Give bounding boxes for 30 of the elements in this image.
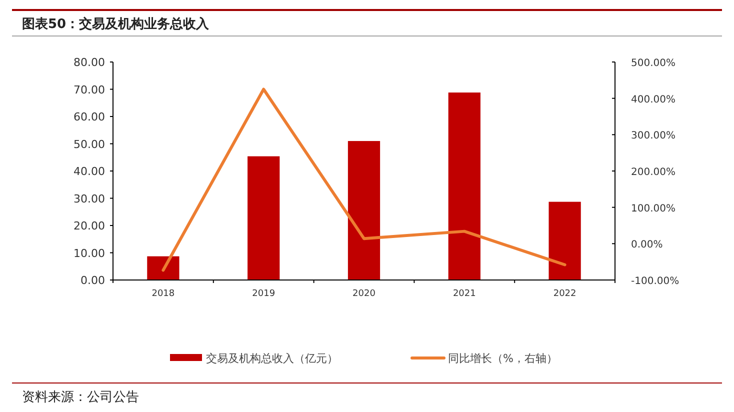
y2-tick-label: 500.00% — [631, 58, 676, 69]
y-tick-label: 80.00 — [74, 56, 105, 69]
legend-label: 同比增长（%，右轴） — [448, 352, 558, 365]
y2-tick-label: 0.00% — [631, 240, 663, 251]
x-tick-label: 2018 — [152, 289, 175, 299]
y-tick-label: 20.00 — [74, 220, 105, 232]
y-tick-label: 10.00 — [74, 246, 105, 260]
y-tick-label: 30.00 — [74, 192, 105, 206]
x-tick-label: 2021 — [452, 289, 476, 299]
y-tick-label: 60.00 — [74, 110, 105, 124]
bar — [448, 92, 480, 280]
bar — [548, 202, 581, 280]
bar — [248, 156, 280, 280]
y2-tick-label: 200.00% — [631, 167, 676, 178]
y2-tick-label: 100.00% — [631, 203, 676, 214]
x-tick-label: 2019 — [252, 289, 276, 299]
y-tick-label: 50.00 — [74, 138, 105, 151]
y2-tick-label: 400.00% — [631, 94, 676, 106]
y-tick-label: 70.00 — [74, 83, 105, 96]
bar — [147, 256, 180, 280]
title: 图表50：交易及机构业务总收入 — [22, 17, 210, 32]
x-tick-label: 2022 — [553, 289, 576, 299]
y2-tick-label: -100.00% — [631, 276, 680, 287]
y2-tick-label: 300.00% — [631, 130, 676, 142]
y-tick-label: 0.00 — [80, 274, 105, 287]
x-tick-label: 2020 — [352, 289, 376, 299]
bar — [348, 141, 380, 280]
y-tick-label: 40.00 — [74, 165, 105, 178]
text: 资料来源：公司公告 — [22, 390, 139, 405]
legend-label: 交易及机构总收入（亿元） — [206, 352, 338, 365]
